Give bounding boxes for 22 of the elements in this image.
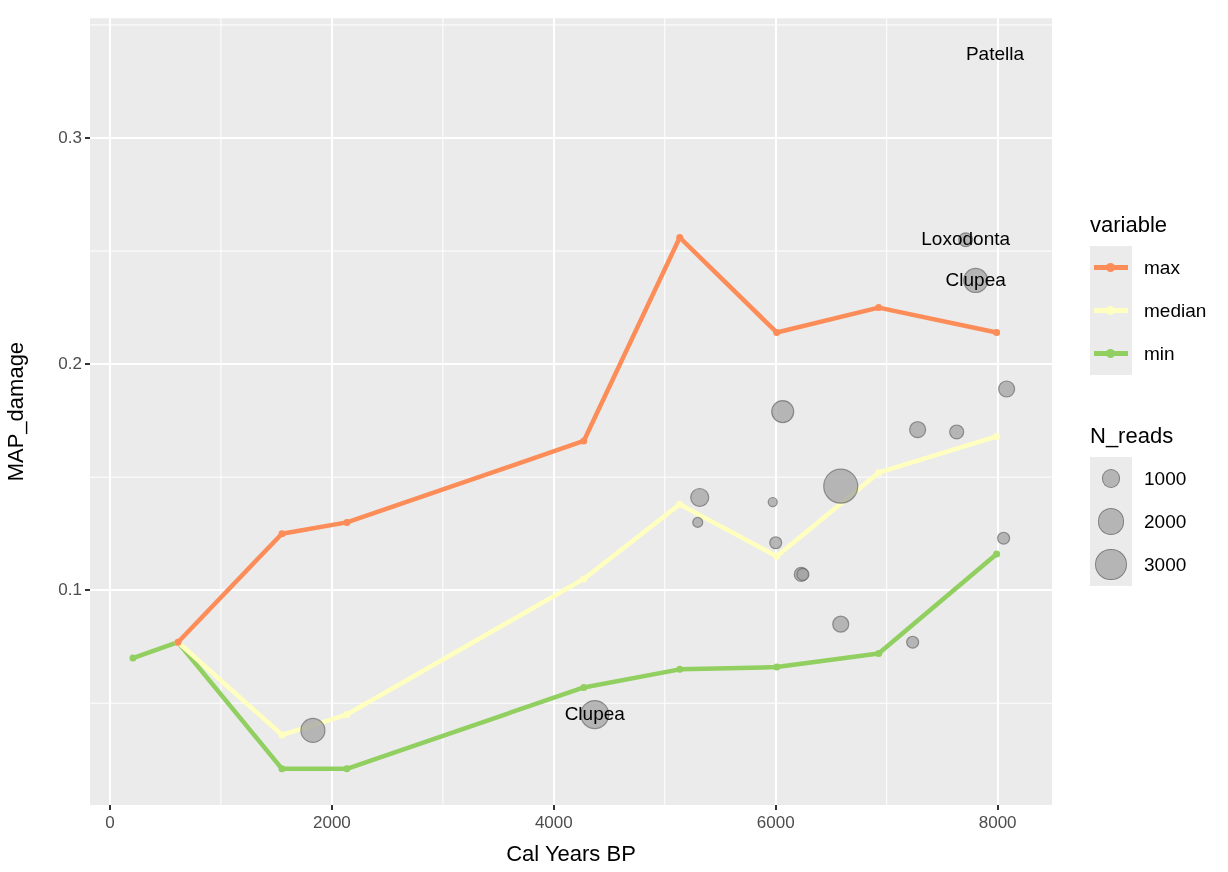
y-tick-label: 0.3 [58,127,82,147]
legend-title: variable [1090,212,1169,238]
legend-label: 3000 [1143,553,1187,576]
legend-label: min [1143,342,1175,365]
text: N_reads [1090,423,1175,449]
x-tick-label: 0 [105,812,115,832]
annotation: Patella [965,43,1025,65]
y-tick-label: 0.1 [58,579,82,599]
annotation: Clupea [945,268,1007,290]
annotation: Loxodonta [921,228,1011,250]
annotation: Clupea [564,702,626,724]
x-tick-label: 4000 [534,812,573,832]
x-tick-label: 2000 [312,812,351,832]
legend-label: max [1143,256,1180,279]
y-tick-label: 0.2 [58,353,82,373]
legend-label: 2000 [1143,510,1187,533]
y-axis-title: MAP_damage [3,341,29,482]
x-tick-label: 6000 [756,812,795,832]
legend-label: median [1143,299,1207,322]
legend-label: 1000 [1143,467,1187,490]
x-tick-label: 8000 [978,812,1017,832]
x-axis-title: Cal Years BP [506,840,636,866]
